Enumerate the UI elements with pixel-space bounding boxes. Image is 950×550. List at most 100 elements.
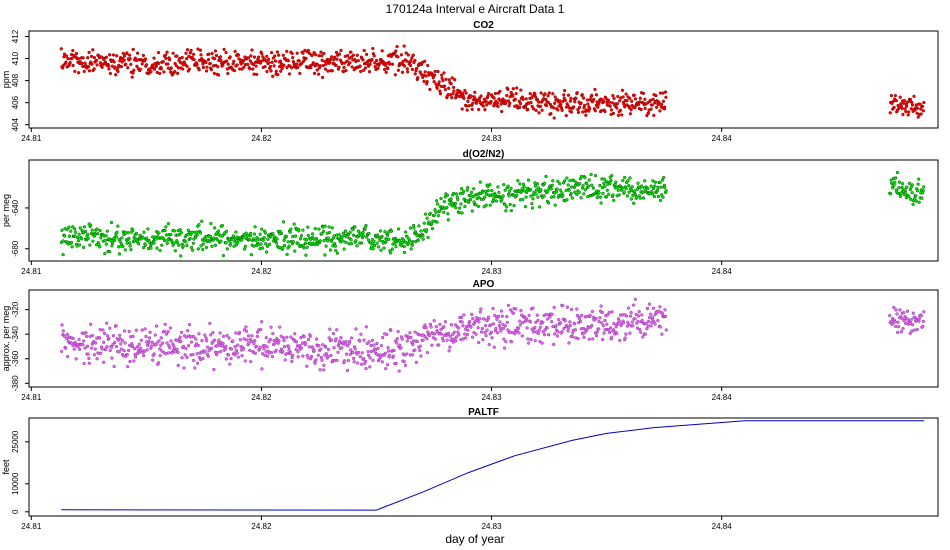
data-point <box>507 194 511 198</box>
plot-frame <box>28 289 939 388</box>
data-point <box>546 201 551 205</box>
data-point <box>529 194 533 198</box>
data-point <box>402 44 406 48</box>
data-point <box>636 319 640 324</box>
data-point <box>201 62 205 66</box>
data-point <box>659 185 663 189</box>
data-point <box>544 103 549 108</box>
data-point <box>914 194 918 198</box>
data-point <box>198 48 203 52</box>
data-point <box>366 353 371 357</box>
data-point <box>626 179 630 183</box>
data-point <box>326 69 330 73</box>
data-point <box>483 189 488 193</box>
data-point <box>76 239 81 243</box>
data-point <box>61 66 65 70</box>
data-point <box>229 347 234 351</box>
data-point <box>628 96 632 100</box>
data-point <box>106 64 111 68</box>
data-point <box>449 200 454 204</box>
data-point <box>299 335 303 340</box>
data-point <box>226 353 231 357</box>
data-point <box>568 320 572 324</box>
data-point <box>242 247 247 251</box>
data-point <box>120 60 124 64</box>
data-point <box>436 82 441 87</box>
data-point <box>518 319 522 323</box>
data-point <box>307 345 311 349</box>
data-point <box>444 77 448 81</box>
data-point <box>119 64 124 69</box>
data-point <box>68 60 72 65</box>
data-point <box>293 234 298 238</box>
data-point <box>86 236 90 241</box>
data-point <box>59 47 63 51</box>
data-point <box>900 185 904 190</box>
data-point <box>174 64 179 68</box>
data-point <box>561 303 565 308</box>
data-point <box>103 251 107 256</box>
data-point <box>382 246 386 250</box>
data-point <box>223 347 228 351</box>
data-point <box>252 341 256 346</box>
data-point <box>559 102 563 106</box>
data-point <box>251 67 255 71</box>
data-point <box>569 185 574 189</box>
data-point <box>150 340 154 344</box>
data-point <box>221 253 226 258</box>
data-point <box>318 239 322 243</box>
data-point <box>155 246 159 250</box>
data-point <box>516 326 521 331</box>
data-point <box>566 326 571 330</box>
data-point <box>373 61 377 65</box>
data-point <box>654 93 658 98</box>
data-point <box>169 66 173 70</box>
data-point <box>335 57 339 61</box>
data-point <box>451 85 456 90</box>
data-point <box>442 199 446 204</box>
data-point <box>283 358 287 362</box>
data-point <box>574 96 578 101</box>
data-point <box>472 187 476 191</box>
data-point <box>216 229 221 233</box>
data-point <box>586 184 591 188</box>
data-point <box>178 335 182 339</box>
data-point <box>901 112 905 117</box>
data-point <box>227 336 231 340</box>
data-point <box>245 338 249 342</box>
data-point <box>290 66 294 70</box>
data-point <box>345 368 350 373</box>
data-point <box>551 92 555 96</box>
y-tick-label: 0 <box>11 509 20 514</box>
data-point <box>538 339 542 344</box>
data-point <box>919 112 923 116</box>
data-point <box>658 198 663 203</box>
y-tick-label: 406 <box>11 95 20 109</box>
data-point <box>537 328 541 332</box>
data-point <box>86 352 90 356</box>
data-point <box>540 341 544 345</box>
data-point <box>152 56 156 60</box>
data-point <box>285 252 289 257</box>
data-point <box>246 62 250 67</box>
y-tick-label: 410 <box>11 51 20 65</box>
data-point <box>247 341 251 345</box>
data-point <box>361 230 365 235</box>
data-point <box>663 105 667 109</box>
data-point <box>535 182 540 186</box>
data-point <box>573 328 578 332</box>
data-point <box>611 193 615 197</box>
altitude-line <box>61 420 925 511</box>
data-point <box>335 328 339 332</box>
data-point <box>552 101 557 105</box>
data-point <box>556 330 560 334</box>
data-point <box>265 354 270 358</box>
data-point <box>82 225 87 229</box>
data-point <box>652 113 656 118</box>
data-point <box>146 227 150 231</box>
data-point <box>915 327 919 332</box>
data-point <box>84 334 89 339</box>
data-point <box>278 325 282 329</box>
data-point <box>445 193 450 197</box>
